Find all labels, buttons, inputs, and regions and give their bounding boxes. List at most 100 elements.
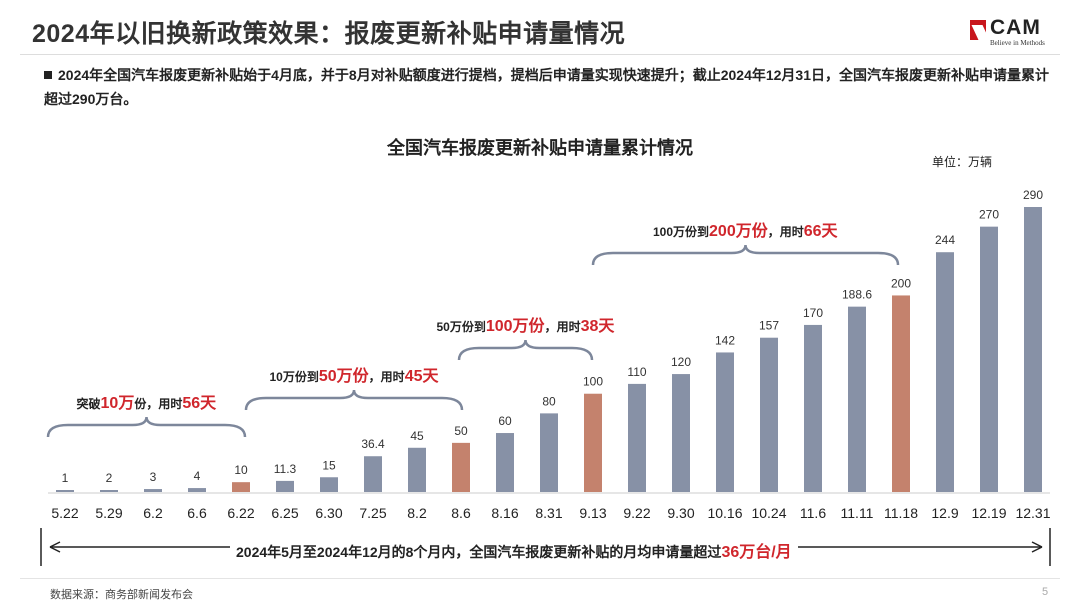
bullet-square-icon (44, 71, 52, 79)
x-tick-label: 8.31 (535, 505, 562, 521)
data-label: 188.6 (842, 288, 872, 302)
bar (276, 480, 294, 492)
x-tick-label: 9.30 (667, 505, 694, 521)
bar (628, 383, 646, 492)
x-tick-label: 8.6 (451, 505, 471, 521)
annotation-mid: ，用时 (767, 225, 804, 239)
data-label: 142 (715, 333, 735, 347)
logo-tagline: Believe in Methods (990, 39, 1045, 47)
annotation-pre: 突破 (76, 397, 101, 411)
page-number: 5 (1042, 586, 1049, 598)
page-title: 2024年以旧换新政策效果：报废更新补贴申请量情况 (32, 20, 626, 48)
annotation-mid: 份，用时 (134, 397, 183, 411)
data-label: 270 (979, 208, 999, 222)
data-label: 15 (322, 458, 336, 472)
summary-highlight: 36万台/月 (721, 544, 792, 561)
data-label: 3 (150, 470, 157, 484)
milestone-annotation: 50万份到100万份，用时38天 (437, 312, 615, 336)
bar (760, 337, 778, 492)
x-tick-label: 10.16 (707, 505, 742, 521)
bar (848, 306, 866, 492)
brace-bracket (244, 389, 464, 411)
x-tick-label: 5.22 (51, 505, 78, 521)
annotation-pre: 10万份到 (269, 370, 319, 384)
annotation-red1: 100万份 (485, 318, 545, 335)
x-tick-label: 11.18 (884, 505, 918, 521)
x-tick-label: 9.22 (623, 505, 650, 521)
data-label: 45 (410, 429, 424, 443)
data-label: 50 (454, 424, 468, 438)
x-tick-label: 11.6 (800, 505, 826, 521)
bar (540, 413, 558, 492)
annotation-red2: 56天 (182, 395, 217, 412)
chart-unit-label: 单位：万辆 (932, 155, 993, 169)
summary-bullet: 2024年全国汽车报废更新补贴始于4月底，并于8月对补贴额度进行提档，提档后申请… (44, 63, 1054, 111)
bar (804, 324, 822, 492)
bar (100, 490, 118, 492)
x-tick-label: 6.30 (315, 505, 342, 521)
annotation-red2: 38天 (580, 318, 615, 335)
data-label: 157 (759, 319, 779, 333)
x-tick-label: 9.13 (579, 505, 606, 521)
annotation-mid: ，用时 (368, 370, 405, 384)
x-tick-label: 12.19 (971, 505, 1006, 521)
data-label: 170 (803, 306, 823, 320)
logo-text: CAM (990, 16, 1041, 39)
arrow-right-icon (1031, 541, 1043, 553)
bar (584, 393, 602, 492)
chart-title: 全国汽车报废更新补贴申请量累计情况 (387, 138, 693, 158)
bar (452, 442, 470, 492)
annotation-red1: 50万份 (318, 368, 369, 385)
x-tick-label: 6.2 (143, 505, 163, 521)
bar (672, 374, 690, 492)
x-tick-label: 11.11 (841, 505, 874, 521)
data-label: 100 (583, 375, 603, 389)
data-label: 80 (542, 394, 556, 408)
x-tick-label: 12.31 (1015, 505, 1050, 521)
bar (232, 482, 250, 492)
brace-bracket (591, 244, 900, 266)
x-tick-label: 6.22 (227, 505, 254, 521)
annotation-pre: 50万份到 (436, 320, 486, 334)
data-label: 60 (498, 414, 512, 428)
footer-divider (20, 578, 1060, 579)
data-label: 11.3 (274, 462, 297, 476)
bar (364, 456, 382, 492)
annotation-red2: 66天 (803, 223, 838, 240)
brace-bracket (46, 416, 247, 438)
x-tick-label: 12.9 (931, 505, 958, 521)
milestone-annotation: 突破10万份，用时56天 (77, 389, 217, 413)
data-label: 110 (627, 365, 646, 379)
data-label: 290 (1023, 188, 1043, 202)
milestone-annotation: 100万份到200万份，用时66天 (653, 217, 838, 241)
data-label: 2 (106, 471, 113, 485)
x-tick-label: 8.16 (491, 505, 518, 521)
bar (320, 477, 338, 492)
arrow-left-icon (49, 541, 61, 553)
data-label: 120 (671, 355, 691, 369)
milestone-annotation: 10万份到50万份，用时45天 (270, 362, 439, 386)
cam-logo: CAM Believe in Methods (970, 16, 1060, 48)
annotation-mid: ，用时 (544, 320, 581, 334)
bar (1024, 207, 1042, 492)
annotation-red2: 45天 (404, 368, 439, 385)
bar (936, 252, 954, 492)
data-label: 10 (234, 463, 248, 477)
data-label: 4 (194, 469, 201, 483)
bullet-text: 2024年全国汽车报废更新补贴始于4月底，并于8月对补贴额度进行提档，提档后申请… (44, 67, 1050, 107)
x-tick-label: 6.25 (271, 505, 298, 521)
x-tick-label: 10.24 (751, 505, 786, 521)
header-divider (20, 54, 1060, 55)
brace-bracket (457, 339, 594, 361)
period-summary: 2024年5月至2024年12月的8个月内，全国汽车报废更新补贴的月均申请量超过… (230, 538, 798, 562)
annotation-red1: 200万份 (709, 223, 768, 240)
bar (56, 490, 74, 492)
data-label: 36.4 (361, 437, 385, 451)
logo-mark-icon (970, 20, 986, 40)
bar (408, 447, 426, 492)
bar (716, 352, 734, 492)
x-tick-label: 7.25 (359, 505, 386, 521)
x-tick-label: 6.6 (187, 505, 207, 521)
